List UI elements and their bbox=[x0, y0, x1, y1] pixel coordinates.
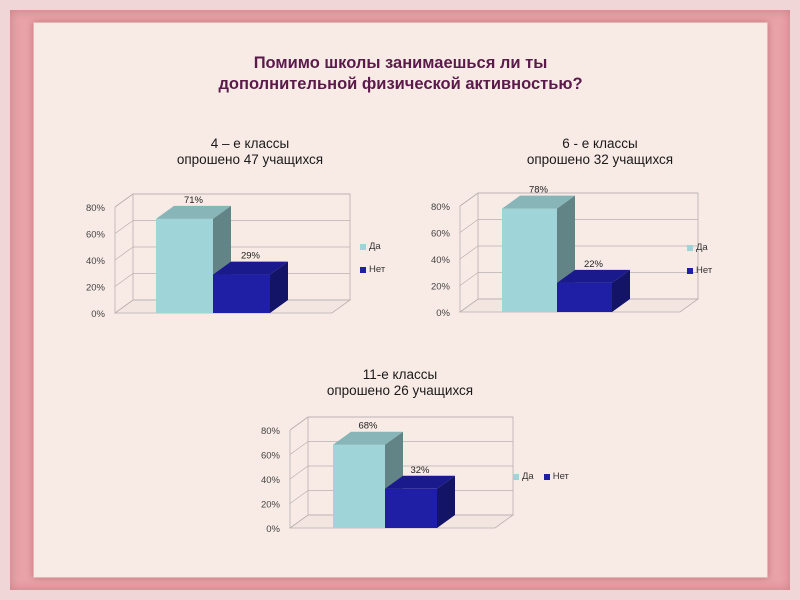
legend-swatch bbox=[360, 243, 366, 250]
grid-line-diag bbox=[114, 273, 134, 287]
bar-side bbox=[437, 475, 455, 528]
bar bbox=[156, 205, 231, 313]
bar-side bbox=[270, 261, 288, 313]
grid-line-diag bbox=[114, 299, 134, 314]
y-tick-label: 0% bbox=[436, 308, 450, 319]
y-tick-label: 60% bbox=[431, 229, 451, 240]
chart-grade-6: 6 - е классы опрошено 32 учащихся 0% 20% 4… bbox=[425, 130, 765, 330]
grid-line-diag bbox=[114, 246, 134, 261]
chart-grade-4: 4 – е классы опрошено 47 учащихся 0% 20% 4… bbox=[60, 130, 420, 330]
data-label: 78% bbox=[529, 185, 549, 196]
grid-line-diag bbox=[289, 441, 309, 455]
bar-top bbox=[502, 195, 575, 209]
y-tick-label: 80% bbox=[261, 426, 281, 437]
slide-title: Помимо школы занимаешься ли ты дополните… bbox=[218, 54, 583, 93]
chart-plot: 0% 20% 40% 60% 80% 78% 22% bbox=[431, 185, 700, 319]
y-tick-label: 40% bbox=[261, 475, 281, 486]
legend-item: Да bbox=[513, 471, 534, 482]
bar-front bbox=[333, 444, 385, 528]
bar-top bbox=[213, 261, 288, 275]
grid-line-diag bbox=[289, 490, 309, 504]
grid-line-diag bbox=[459, 272, 479, 286]
y-tick-label: 20% bbox=[261, 500, 281, 511]
bar bbox=[557, 269, 630, 312]
legend-label: Да bbox=[696, 242, 708, 253]
chart-legend: Да Нет bbox=[513, 471, 579, 483]
legend-item: Нет bbox=[687, 265, 712, 276]
legend-swatch bbox=[513, 473, 519, 480]
grid-line-diag bbox=[459, 298, 479, 313]
bar bbox=[385, 475, 455, 528]
bar-top bbox=[156, 205, 231, 219]
data-label: 32% bbox=[410, 465, 430, 476]
grid-line-diag bbox=[289, 416, 309, 431]
legend-swatch bbox=[360, 266, 366, 273]
y-tick-label: 80% bbox=[431, 202, 451, 213]
legend-swatch bbox=[687, 244, 693, 251]
bar-top bbox=[385, 475, 455, 489]
y-tick-label: 20% bbox=[86, 283, 106, 294]
legend-item: Да bbox=[687, 242, 712, 253]
legend-swatch bbox=[687, 267, 693, 274]
chart-title: 6 - е классы опрошено 32 учащихся bbox=[526, 136, 674, 167]
data-label: 68% bbox=[358, 421, 378, 432]
chart-legend: Да Нет bbox=[360, 241, 385, 287]
legend-label: Да bbox=[369, 241, 381, 252]
chart-plot: 0% 20% 40% 60% 80% 71% 29% bbox=[86, 193, 352, 320]
legend-label: Нет bbox=[696, 265, 713, 276]
bar-front bbox=[156, 218, 213, 313]
bar bbox=[213, 261, 288, 313]
grid-line-diag bbox=[459, 192, 479, 207]
chart-title: 4 – е классы опрошено 47 учащихся bbox=[176, 136, 324, 167]
legend-item: Нет bbox=[360, 264, 385, 275]
grid-line-diag bbox=[114, 193, 134, 208]
bar-top bbox=[333, 431, 403, 445]
legend-label: Да bbox=[522, 471, 534, 482]
legend-label: Нет bbox=[552, 471, 569, 482]
legend-label: Нет bbox=[369, 264, 386, 275]
data-label: 22% bbox=[584, 259, 604, 270]
legend-item: Нет bbox=[543, 471, 569, 482]
data-label: 29% bbox=[241, 251, 261, 262]
bar-front bbox=[385, 488, 437, 528]
y-tick-label: 20% bbox=[431, 282, 451, 293]
bar-top bbox=[557, 269, 630, 283]
legend-item: Да bbox=[360, 241, 385, 252]
chart-plot: 0% 20% 40% 60% 80% 68% 32% bbox=[261, 416, 515, 535]
y-tick-label: 80% bbox=[86, 203, 106, 214]
y-tick-label: 60% bbox=[86, 230, 106, 241]
y-tick-label: 40% bbox=[431, 255, 451, 266]
data-label: 71% bbox=[184, 195, 204, 206]
legend-swatch bbox=[543, 473, 550, 480]
grid-line-diag bbox=[289, 465, 309, 480]
grid-line-diag bbox=[459, 219, 479, 233]
bar-side bbox=[612, 269, 630, 312]
y-tick-label: 40% bbox=[86, 256, 106, 267]
grid-line-diag bbox=[289, 514, 309, 529]
bar-front bbox=[557, 282, 612, 312]
grid-line-diag bbox=[459, 245, 479, 260]
y-tick-label: 0% bbox=[91, 309, 105, 320]
bar-front bbox=[213, 274, 270, 313]
chart-grade-11: 11-е классы опрошено 26 учащихся 0% 20% 40… bbox=[255, 365, 595, 545]
grid-line-diag bbox=[114, 220, 134, 234]
chart-legend: Да Нет bbox=[687, 242, 712, 288]
bar bbox=[502, 195, 575, 312]
y-tick-label: 0% bbox=[266, 524, 280, 535]
chart-title: 11-е классы опрошено 26 учащихся bbox=[326, 367, 474, 398]
y-tick-label: 60% bbox=[261, 451, 281, 462]
bar-front bbox=[502, 208, 557, 312]
